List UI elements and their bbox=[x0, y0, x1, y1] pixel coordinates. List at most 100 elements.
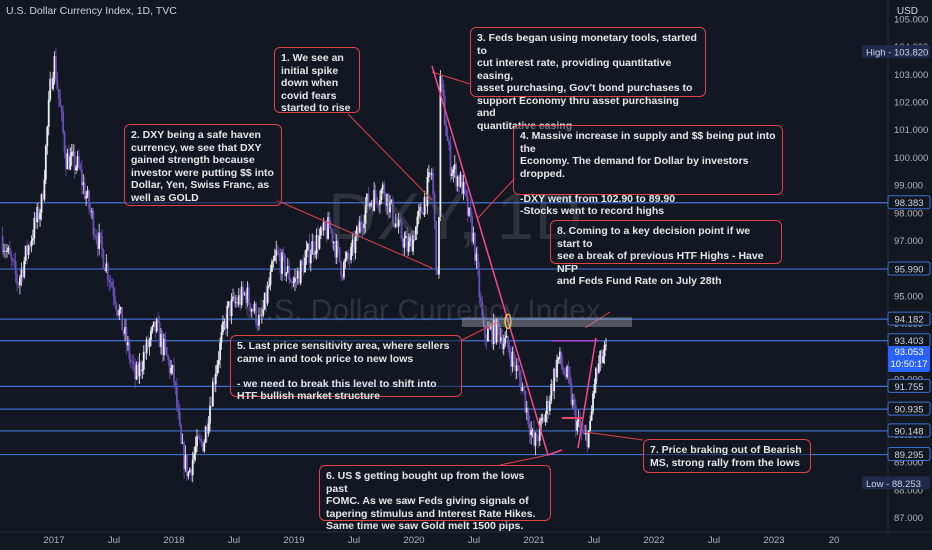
annotation-3: 3. Feds began using monetary tools, star… bbox=[470, 27, 706, 132]
candle-body bbox=[387, 193, 390, 213]
candle-body bbox=[314, 253, 317, 255]
candle-body bbox=[217, 359, 220, 365]
candle-body bbox=[142, 352, 145, 370]
candle-body bbox=[577, 419, 580, 422]
candle-body bbox=[358, 221, 361, 234]
candle-body bbox=[26, 245, 29, 255]
candle-body bbox=[548, 400, 551, 412]
candle-body bbox=[30, 240, 33, 247]
candle-body bbox=[423, 197, 426, 216]
candle-body bbox=[55, 56, 57, 81]
candle-body bbox=[23, 260, 26, 278]
candle-body bbox=[353, 239, 355, 254]
candle-body bbox=[381, 184, 384, 190]
candle-body bbox=[491, 326, 494, 344]
candle-body bbox=[199, 438, 201, 440]
candle-body bbox=[83, 182, 86, 199]
candle-body bbox=[304, 257, 306, 273]
candle-body bbox=[14, 261, 17, 274]
candle-body bbox=[161, 333, 164, 356]
candle-body bbox=[332, 242, 335, 244]
candle-body bbox=[106, 263, 109, 280]
candle-body bbox=[331, 229, 334, 243]
level-price-tag bbox=[887, 195, 931, 210]
candle-body bbox=[582, 431, 584, 433]
level-price-label: 91.755 bbox=[894, 382, 923, 393]
candle-body bbox=[347, 252, 350, 259]
candle-body bbox=[334, 242, 337, 258]
y-tick-label: 101.000 bbox=[894, 125, 928, 136]
candle-body bbox=[593, 384, 596, 394]
candle-body bbox=[8, 247, 11, 255]
candle-body bbox=[540, 418, 543, 422]
candle-body bbox=[391, 199, 394, 224]
annotation-4: 4. Massive increase in supply and $$ bei… bbox=[513, 125, 783, 217]
candle-body bbox=[252, 308, 255, 312]
candle-body bbox=[47, 99, 50, 127]
candle-body bbox=[543, 418, 545, 422]
candle-body bbox=[112, 287, 115, 297]
candle-body bbox=[253, 303, 256, 312]
candle-body bbox=[535, 433, 538, 441]
candle-body bbox=[291, 282, 293, 284]
y-tick-label: 105.000 bbox=[894, 14, 928, 25]
candle-body bbox=[124, 327, 126, 334]
candle-body bbox=[31, 238, 34, 241]
candle-body bbox=[566, 366, 569, 377]
candle-body bbox=[302, 262, 305, 273]
candle-body bbox=[186, 454, 188, 477]
candle-body bbox=[466, 196, 469, 216]
candle-body bbox=[242, 286, 245, 294]
x-tick-label: Jul bbox=[708, 535, 720, 546]
candle-body bbox=[151, 325, 154, 331]
candle-body bbox=[482, 316, 485, 326]
y-tick-label: 98.000 bbox=[894, 208, 923, 219]
candle-body bbox=[417, 210, 420, 217]
candle-body bbox=[399, 219, 401, 222]
candle-body bbox=[168, 359, 171, 374]
candle-body bbox=[508, 347, 511, 355]
candle-body bbox=[178, 412, 181, 425]
last-price-value: 93.053 bbox=[894, 347, 924, 358]
candle-body bbox=[98, 232, 101, 249]
candle-body bbox=[4, 250, 7, 252]
candle-body bbox=[210, 405, 213, 407]
candle-body bbox=[79, 166, 82, 170]
candle-body bbox=[131, 361, 134, 363]
sensitivity-zone bbox=[462, 317, 632, 327]
level-price-label: 94.182 bbox=[894, 315, 923, 326]
candle-body bbox=[416, 216, 419, 227]
annotation-connector bbox=[584, 311, 611, 329]
candle-body bbox=[197, 435, 200, 439]
candle-body bbox=[95, 235, 98, 241]
candle-body bbox=[547, 400, 550, 412]
candle-body bbox=[285, 272, 288, 277]
candle-body bbox=[463, 181, 466, 191]
candle-body bbox=[452, 169, 455, 174]
candle-body bbox=[400, 221, 403, 239]
candle-body bbox=[56, 80, 59, 90]
candle-body bbox=[442, 84, 445, 97]
candle-body bbox=[390, 199, 393, 202]
candle-body bbox=[175, 385, 178, 408]
candle-body bbox=[321, 227, 324, 231]
candle-body bbox=[515, 365, 518, 371]
candle-body bbox=[255, 303, 257, 325]
candle-body bbox=[36, 206, 39, 223]
candle-body bbox=[138, 362, 141, 377]
currency-label[interactable]: USD bbox=[896, 6, 918, 17]
level-price-label: 95.990 bbox=[894, 265, 923, 276]
candle-body bbox=[322, 221, 325, 231]
candle-body bbox=[216, 364, 219, 374]
candle-body bbox=[281, 252, 283, 274]
annotation-2: 2. DXY being a safe haven currency, we s… bbox=[124, 124, 282, 206]
candle-body bbox=[279, 256, 282, 274]
candle-body bbox=[484, 325, 486, 338]
candle-body bbox=[219, 342, 221, 360]
candle-body bbox=[368, 203, 371, 207]
candle-body bbox=[236, 302, 239, 305]
candle-body bbox=[573, 399, 576, 406]
candle-body bbox=[561, 365, 564, 370]
candle-body bbox=[449, 144, 452, 176]
